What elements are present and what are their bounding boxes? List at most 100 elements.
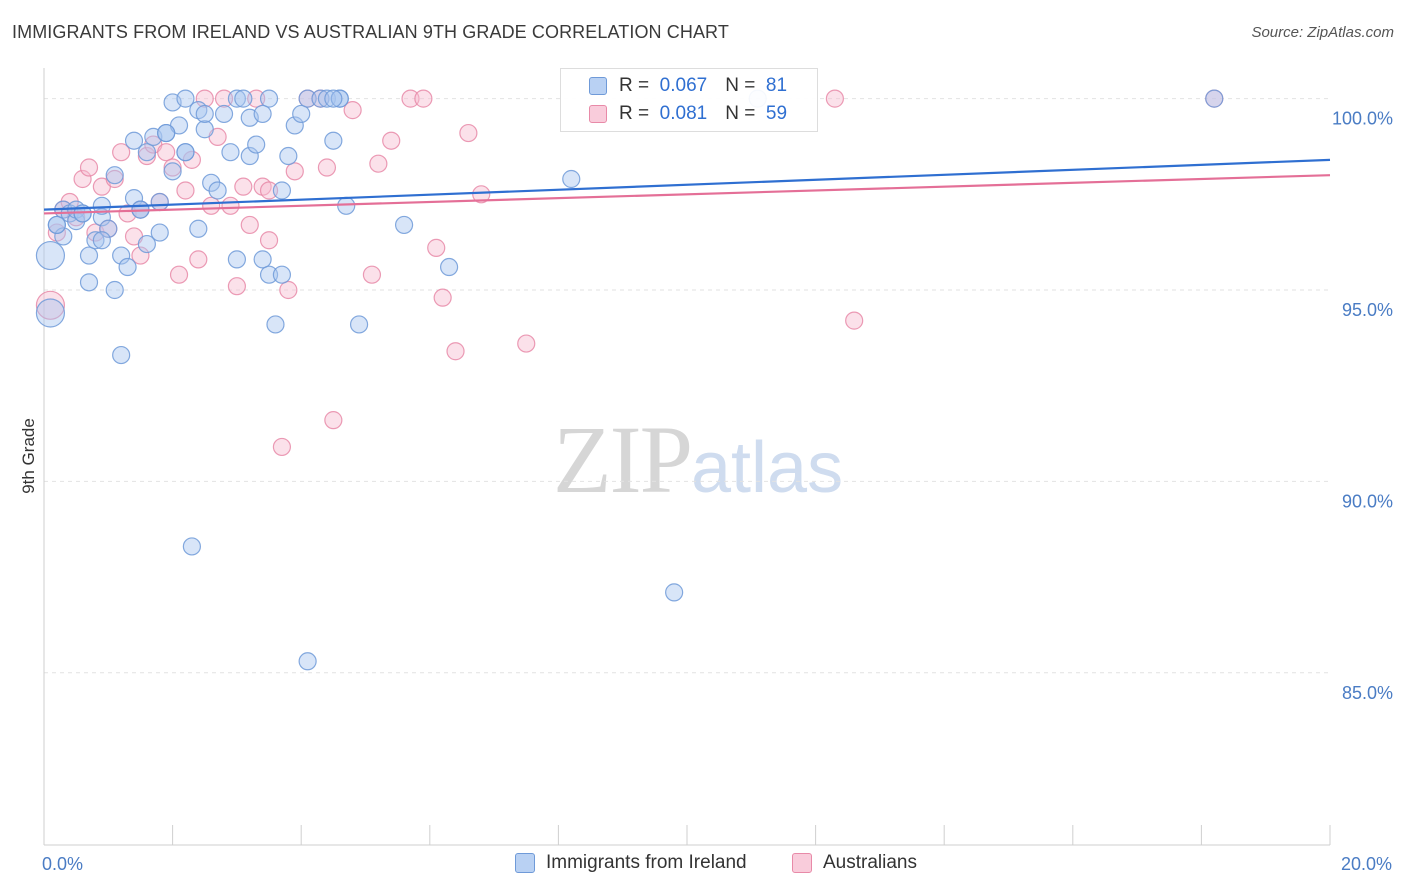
point-ireland xyxy=(54,227,73,246)
legend-r-value: 0.081 xyxy=(659,103,708,124)
point-ireland xyxy=(337,196,356,215)
point-ireland xyxy=(195,120,214,139)
point-australians xyxy=(189,250,208,269)
point-ireland xyxy=(99,219,118,238)
point-ireland xyxy=(163,162,182,181)
point-ireland xyxy=(279,146,298,166)
point-australians xyxy=(369,154,388,173)
point-ireland xyxy=(665,583,684,602)
point-australians xyxy=(169,265,189,284)
legend-n-label: N = xyxy=(725,75,756,96)
watermark: ZIPatlas xyxy=(553,404,843,515)
point-australians xyxy=(112,143,131,162)
point-ireland xyxy=(112,246,131,265)
point-ireland xyxy=(150,192,169,212)
point-ireland xyxy=(298,89,317,108)
point-australians xyxy=(240,215,259,235)
point-australians xyxy=(343,101,362,120)
point-ireland xyxy=(439,257,459,277)
point-ireland xyxy=(324,89,343,108)
watermark-atlas: atlas xyxy=(691,428,844,508)
point-australians xyxy=(517,334,536,353)
point-australians xyxy=(845,311,864,330)
legend-swatch-pink xyxy=(792,853,812,873)
point-ireland xyxy=(182,537,201,556)
legend-item-australians[interactable]: Australians xyxy=(792,852,917,874)
point-ireland xyxy=(92,231,111,250)
legend-row-australians: R = 0.081 N = 59 xyxy=(561,101,787,127)
point-australians xyxy=(285,162,304,181)
point-ireland xyxy=(349,315,369,334)
y-tick-label: 100.0% xyxy=(1332,109,1393,129)
point-ireland xyxy=(292,104,311,124)
point-australians xyxy=(459,123,478,143)
point-australians xyxy=(317,158,337,177)
point-ireland xyxy=(92,196,111,215)
point-ireland xyxy=(298,652,317,671)
point-australians xyxy=(195,89,214,108)
point-australians xyxy=(272,437,292,457)
point-ireland xyxy=(79,246,99,265)
point-australians xyxy=(433,288,452,307)
point-australians xyxy=(137,146,156,166)
x-tick-label: 20.0% xyxy=(1341,854,1392,874)
point-australians xyxy=(131,246,150,265)
point-ireland xyxy=(311,89,330,108)
point-ireland xyxy=(47,215,66,235)
point-australians xyxy=(35,290,66,320)
point-ireland xyxy=(86,231,105,250)
point-australians xyxy=(414,89,433,108)
point-australians xyxy=(214,89,234,108)
legend-r-label: R = xyxy=(619,103,650,124)
point-australians xyxy=(227,277,246,296)
data-points xyxy=(35,89,1224,671)
point-ireland xyxy=(227,250,246,269)
point-ireland xyxy=(214,104,234,124)
point-ireland xyxy=(35,298,66,328)
point-ireland xyxy=(157,123,176,143)
legend-item-label: Immigrants from Ireland xyxy=(546,852,747,873)
axes xyxy=(43,68,1331,846)
point-australians xyxy=(401,89,420,108)
point-ireland xyxy=(176,143,195,162)
trend-lines xyxy=(43,158,1331,215)
point-ireland xyxy=(118,257,137,277)
x-tick-label: 0.0% xyxy=(42,854,83,874)
point-australians xyxy=(427,238,446,257)
legend-r-label: R = xyxy=(619,75,650,96)
point-ireland xyxy=(1205,89,1224,108)
legend-item-ireland[interactable]: Immigrants from Ireland xyxy=(515,852,747,874)
point-australians xyxy=(234,177,253,196)
point-australians xyxy=(825,89,844,108)
trend-line-ireland xyxy=(43,158,1331,211)
point-ireland xyxy=(137,234,156,254)
point-australians xyxy=(259,181,279,200)
legend-swatch-pink xyxy=(589,105,607,123)
point-ireland xyxy=(105,280,124,300)
point-ireland xyxy=(259,89,279,108)
point-australians xyxy=(176,181,195,200)
point-australians xyxy=(324,411,343,430)
legend-n-value: 81 xyxy=(765,75,788,96)
y-axis-title: 9th Grade xyxy=(19,418,38,494)
point-ireland xyxy=(253,104,272,124)
point-ireland xyxy=(562,169,581,189)
point-australians xyxy=(221,196,240,215)
watermark-zip: ZIP xyxy=(553,406,693,513)
point-australians xyxy=(73,169,92,189)
point-ireland xyxy=(247,135,266,154)
point-australians xyxy=(247,89,266,108)
point-ireland xyxy=(35,240,66,271)
point-ireland xyxy=(189,219,208,238)
point-ireland xyxy=(195,104,214,124)
point-australians xyxy=(259,231,279,250)
point-ireland xyxy=(272,265,292,284)
point-ireland xyxy=(112,345,131,365)
point-ireland xyxy=(266,315,285,334)
point-ireland xyxy=(124,131,144,150)
point-australians xyxy=(472,185,491,204)
point-ireland xyxy=(176,89,195,108)
point-ireland xyxy=(272,181,292,200)
point-ireland xyxy=(150,223,169,242)
point-ireland xyxy=(221,143,240,162)
